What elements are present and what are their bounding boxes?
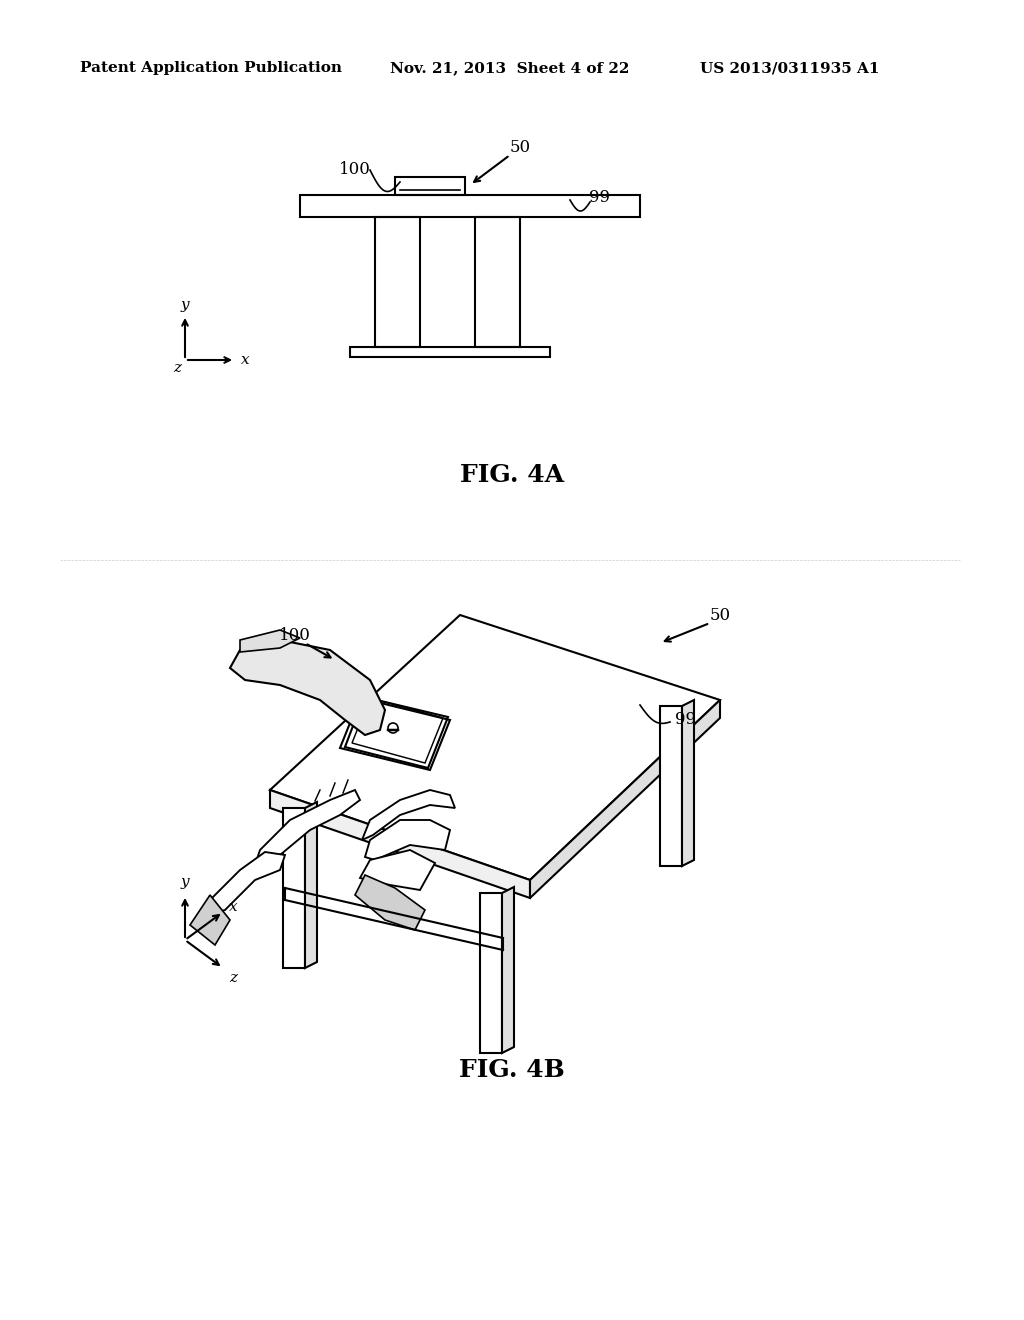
Text: FIG. 4A: FIG. 4A — [460, 463, 564, 487]
Text: US 2013/0311935 A1: US 2013/0311935 A1 — [700, 61, 880, 75]
Text: z: z — [173, 360, 181, 375]
Text: x: x — [241, 352, 249, 367]
Polygon shape — [480, 894, 502, 1053]
Text: Patent Application Publication: Patent Application Publication — [80, 61, 342, 75]
Polygon shape — [360, 850, 435, 890]
Polygon shape — [355, 875, 425, 931]
Polygon shape — [660, 706, 682, 866]
Polygon shape — [530, 700, 720, 898]
Text: Nov. 21, 2013  Sheet 4 of 22: Nov. 21, 2013 Sheet 4 of 22 — [390, 61, 630, 75]
Polygon shape — [270, 789, 530, 898]
Text: 99: 99 — [675, 711, 695, 729]
Text: y: y — [180, 298, 189, 312]
Text: 100: 100 — [339, 161, 371, 178]
Polygon shape — [283, 808, 305, 968]
Text: 50: 50 — [509, 140, 530, 157]
Polygon shape — [305, 803, 317, 968]
Text: FIG. 4B: FIG. 4B — [459, 1059, 565, 1082]
Polygon shape — [190, 895, 230, 945]
Text: 100: 100 — [280, 627, 311, 644]
Polygon shape — [340, 698, 450, 770]
Polygon shape — [362, 789, 455, 840]
Polygon shape — [240, 630, 300, 652]
Polygon shape — [230, 640, 385, 735]
Text: z: z — [229, 972, 237, 985]
Text: y: y — [180, 875, 189, 888]
Text: x: x — [228, 900, 238, 913]
Text: 50: 50 — [710, 606, 730, 623]
Polygon shape — [255, 789, 360, 870]
Polygon shape — [365, 820, 450, 861]
Polygon shape — [270, 615, 720, 880]
Text: 99: 99 — [590, 190, 610, 206]
Polygon shape — [682, 700, 694, 866]
Polygon shape — [502, 887, 514, 1053]
Polygon shape — [205, 851, 285, 915]
